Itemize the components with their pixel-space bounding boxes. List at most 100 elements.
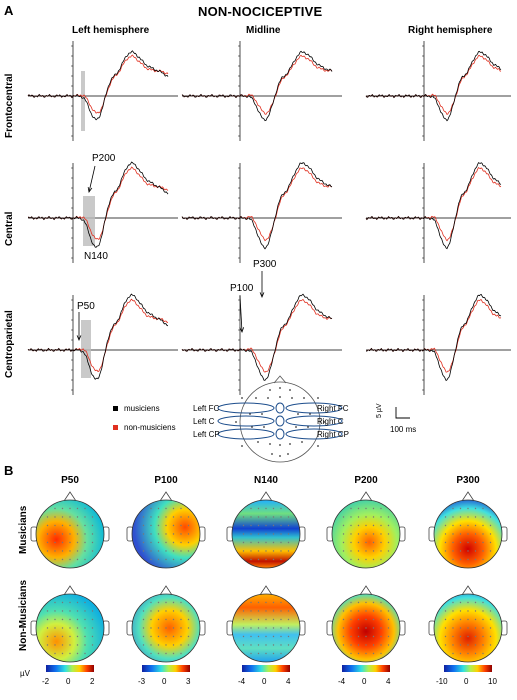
electrode-dot [444,610,447,612]
legend-musicians: musiciens [113,404,160,413]
electrode-dot [489,635,492,638]
electrode-dot [280,644,282,646]
electrode-dot [272,507,275,510]
electrode-dot [91,541,94,544]
electrode-dot [280,541,282,544]
colorbar-tick-mid: 0 [262,677,267,686]
electrode-dot [157,627,160,629]
electrode-dot [242,644,245,646]
nose-outline [63,491,77,502]
electrode-dot [459,618,462,621]
electrode-dot [165,652,167,655]
electrode-dot [187,627,190,629]
electrode-dot [467,550,469,552]
electrode-dot [54,618,56,621]
scale-bar [395,407,410,419]
electrode-dot [187,524,190,527]
panel-a-letter: A [4,3,14,18]
electrode-dot [142,627,145,629]
electrode-dot [452,516,454,518]
electrode-dot [69,550,71,552]
electrode-dot [357,618,360,621]
electrode-dot [242,627,245,629]
electrode-dot [287,524,290,527]
electrode-dot [250,635,252,638]
electrode-dot [180,558,182,561]
electrode-dot [489,618,492,621]
waveform-musicians [27,161,169,248]
electrode-dot [91,610,94,612]
electrode-dot [142,635,145,638]
electrode-dot [172,524,175,527]
electrode-dot [280,533,282,535]
electrode-dot [241,445,243,447]
electrode-dot [91,627,94,629]
electrode-dot [157,610,160,612]
waveform-musicians [366,293,502,382]
electrode-dot [165,627,167,629]
electrode-label-left-c: Left C [193,417,215,426]
colorbar-tick-min: -4 [338,677,346,686]
electrode-dot [474,601,477,604]
electrode-dot [267,397,269,399]
electrode-dot [69,644,71,646]
electrode-dot [250,644,252,646]
electrode-dot [474,644,477,646]
electrode-dot [444,627,447,629]
electrode-dot [261,413,263,415]
electrode-dot [257,524,260,527]
electrode-dot [350,644,352,646]
electrode-dot [357,610,360,612]
colorbar-tick-max: 4 [386,677,391,686]
electrode-dot [257,618,260,621]
electrode-dot [280,627,282,629]
electrode-dot [365,558,367,561]
electrode-dot [69,533,71,535]
electrode-dot [54,507,56,510]
electrode-dot [489,610,492,612]
electrode-dot [459,541,462,544]
electrode-dot [265,541,267,544]
electrode-dot [452,652,454,655]
electrode-dot [287,516,290,518]
electrode-dot [61,507,64,510]
electrode-dot [150,533,152,535]
electrode-dot [46,644,49,646]
electrode-dot [180,507,182,510]
electrode-dot [187,516,190,518]
electrode-dot [250,516,252,518]
electrode-dot [280,516,282,518]
electrode-dot [272,558,275,561]
electrode-dot [459,524,462,527]
electrode-dot [467,507,469,510]
electrode-dot [357,601,360,604]
electrode-dot [250,627,252,629]
electrode-dot [272,635,275,638]
electrode-dot [287,533,290,535]
electrode-dot [357,644,360,646]
electrode-dot [350,635,352,638]
electrode-dot [157,533,160,535]
electrode-dot [303,397,305,399]
electrode-dot [387,516,390,518]
electrode-dot [452,507,454,510]
electrode-dot [257,550,260,552]
electrode-dot [250,601,252,604]
electrode-dot [272,644,275,646]
electrode-dot [150,601,152,604]
colorbar-tick-mid: 0 [362,677,367,686]
electrode-dot [172,541,175,544]
electrode-dot [372,524,375,527]
erp-panel-r2-c1 [181,293,342,395]
electrode-label-right-fc: Right FC [317,404,349,413]
electrode-dot [279,396,281,398]
electrode-dot [474,558,477,561]
scale-bar-time: 100 ms [390,425,417,434]
electrode-dot [279,444,281,446]
electrode-dot [69,524,71,527]
electrode-dot [180,533,182,535]
electrode-label-left-cp: Left CP [193,430,220,439]
electrode-dot [172,618,175,621]
electrode-dot [482,516,484,518]
